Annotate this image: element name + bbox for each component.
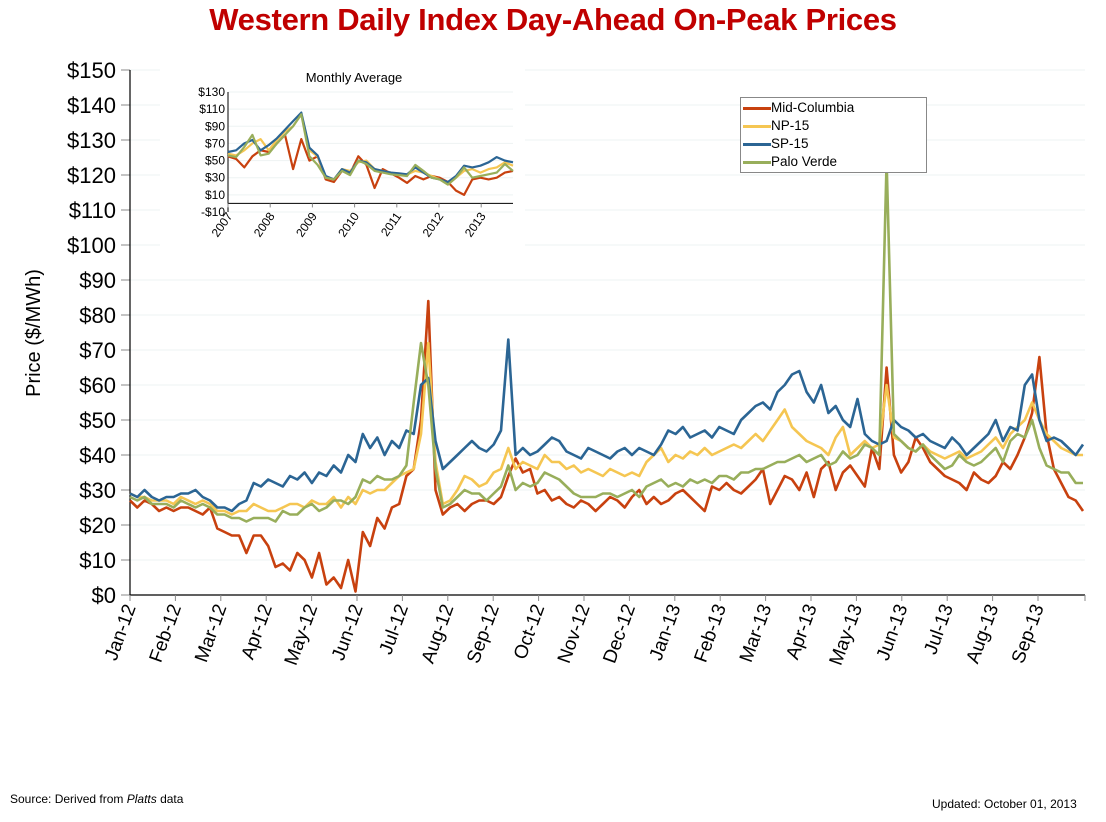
legend-item-np-15: NP-15 [743,117,809,135]
x-tick-label: Jun-13 [873,602,913,664]
y-axis-label: Price ($/MWh) [23,269,45,397]
x-tick-label: Apr-12 [238,602,277,663]
x-tick-label: Mar-12 [191,602,231,666]
x-tick-label: Apr-13 [782,602,821,663]
legend-item-mid-columbia: Mid-Columbia [743,99,854,117]
inset-y-tick-label: $90 [205,119,225,133]
x-tick-label: Aug-12 [418,602,459,667]
x-tick-label: Sep-12 [463,602,504,667]
main-y-axis: $0 $10 $20 $30 $40 $50 $60 $70 $80 $90 $100 $110 $12… [67,58,131,608]
source-note: Source: Derived from Platts data [10,792,184,806]
x-tick-label: Nov-12 [554,602,595,667]
main-gridlines [130,69,1085,561]
series-line-np-15 [129,341,1083,516]
x-tick-label: Jul-13 [920,602,957,658]
x-tick-label: Jan-13 [646,602,686,664]
series-line-sp-15 [129,338,1085,513]
inset-y-tick-label: $70 [205,136,225,150]
inset-series-line-palo-verde [227,113,514,186]
legend-item-palo-verde: Palo Verde [743,153,837,171]
x-tick-label: Mar-13 [736,602,776,666]
x-tick-label: Feb-12 [146,602,186,666]
y-tick-label: $100 [67,233,116,258]
x-tick-label: Sep-13 [1008,602,1049,667]
x-tick-label: Jul-12 [376,602,413,658]
inset-y-tick-label: $10 [205,188,225,202]
inset-series-lines [227,111,514,196]
legend-item-sp-15: SP-15 [743,135,809,153]
inset-y-tick-label: $30 [205,171,225,185]
y-tick-label: $10 [79,548,116,573]
inset-title: Monthly Average [306,70,403,85]
series-line-palo-verde [129,159,1083,523]
y-tick-label: $120 [67,163,116,188]
inset-y-tick-label: $110 [199,102,225,116]
y-tick-label: $30 [79,478,116,503]
x-tick-label: Feb-13 [691,602,731,666]
y-tick-label: $150 [67,58,116,83]
y-tick-label: $90 [79,268,116,293]
inset-y-tick-label: -$10 [201,205,225,219]
legend-swatch [743,161,771,164]
main-x-axis: Jan-12 Feb-12 Mar-12 Apr-12 May-12 Jun-12 Jul-… [101,594,1086,669]
inset-y-axis: -$10 $10 $30 $50 $70 $90 $110 $130 [198,85,229,219]
y-tick-label: $0 [92,583,116,608]
x-tick-label: Oct-12 [510,602,549,663]
y-tick-label: $50 [79,408,116,433]
y-tick-label: $80 [79,303,116,328]
y-tick-label: $20 [79,513,116,538]
updated-date: Updated: October 01, 2013 [932,797,1077,811]
x-tick-label: Jun-12 [328,602,368,664]
y-tick-label: $40 [79,443,116,468]
inset-y-tick-label: $130 [198,85,225,99]
y-tick-label: $130 [67,128,116,153]
inset-series-line-sp-15 [227,111,514,184]
y-tick-label: $110 [69,198,116,223]
legend-swatch [743,143,771,146]
x-tick-label: Dec-12 [599,602,640,667]
chart-title: Western Daily Index Day-Ahead On-Peak Pr… [209,2,897,37]
legend: Mid-Columbia NP-15 SP-15 Palo Verde [740,97,927,173]
series-line-mid-columbia [129,299,1085,593]
y-tick-label: $70 [79,338,116,363]
y-tick-label: $140 [67,93,116,118]
main-series-lines [129,159,1085,593]
y-tick-label: $60 [79,373,116,398]
inset-y-tick-label: $50 [205,154,225,168]
x-tick-label: May-13 [826,602,867,669]
x-tick-label: Aug-13 [963,602,1004,667]
inset-chart: Monthly Average -$10 $10 $30 $50 $70 $90 $110 $… [160,62,525,262]
legend-swatch [743,125,771,128]
x-tick-label: May-12 [281,602,322,669]
legend-swatch [743,107,771,110]
x-tick-label: Jan-12 [101,602,141,664]
